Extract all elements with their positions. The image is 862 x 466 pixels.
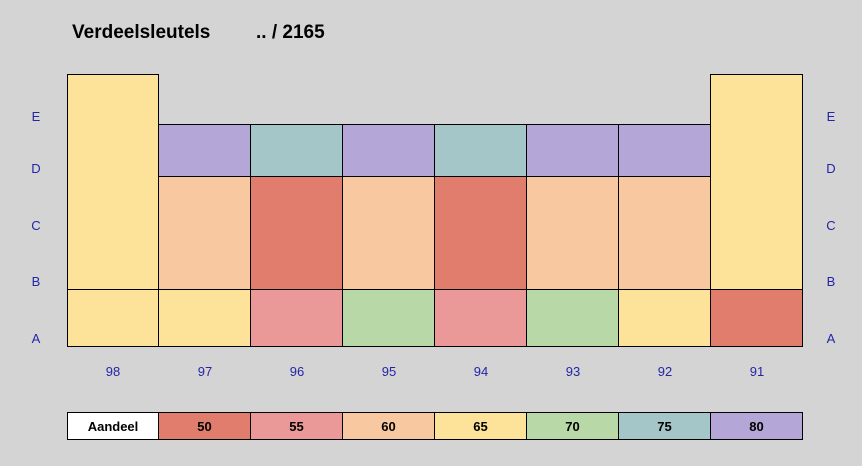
unit-96-bc (250, 176, 343, 290)
legend-swatch-55: 55 (250, 412, 343, 440)
unit-97-a (158, 289, 251, 347)
row-label-right: D (826, 161, 836, 176)
grid-hline (0, 74, 862, 75)
unit-98-a (67, 289, 159, 347)
unit-92-d (618, 124, 711, 177)
legend-swatch-70: 70 (526, 412, 619, 440)
column-label: 91 (749, 364, 765, 379)
grid-hline (0, 380, 862, 381)
page-title: Verdeelsleutels (72, 22, 211, 43)
unit-96-a (250, 289, 343, 347)
row-label-left: B (31, 274, 41, 289)
grid-hline (0, 50, 862, 51)
legend-swatch-80: 80 (710, 412, 803, 440)
grid-vline (66, 0, 67, 466)
row-label-right: A (826, 331, 836, 346)
row-label-left: A (31, 331, 41, 346)
row-label-right: E (826, 109, 836, 124)
unit-97-d (158, 124, 251, 177)
unit-93-d (526, 124, 619, 177)
unit-96-d (250, 124, 343, 177)
unit-94-bc (434, 176, 527, 290)
row-label-left: D (31, 161, 41, 176)
legend-swatch-75: 75 (618, 412, 711, 440)
unit-93-a (526, 289, 619, 347)
column-label: 95 (381, 364, 397, 379)
legend-swatch-50: 50 (158, 412, 251, 440)
unit-91-a (710, 289, 803, 347)
unit-92-a (618, 289, 711, 347)
column-label: 94 (473, 364, 489, 379)
unit-97-bc (158, 176, 251, 290)
row-label-left: C (31, 218, 41, 233)
column-label: 97 (197, 364, 213, 379)
unit-94-d (434, 124, 527, 177)
unit-98-upper (67, 74, 159, 290)
row-label-right: B (826, 274, 836, 289)
page-reference: .. / 2165 (256, 22, 325, 43)
legend-swatch-60: 60 (342, 412, 435, 440)
legend-swatch-65: 65 (434, 412, 527, 440)
column-label: 93 (565, 364, 581, 379)
row-label-left: E (31, 109, 41, 124)
legend-label: Aandeel (67, 412, 159, 440)
grid-hline (0, 440, 862, 441)
unit-93-bc (526, 176, 619, 290)
unit-94-a (434, 289, 527, 347)
unit-91-upper (710, 74, 803, 290)
grid-hline (0, 18, 862, 19)
unit-95-bc (342, 176, 435, 290)
column-label: 98 (105, 364, 121, 379)
column-label: 92 (657, 364, 673, 379)
unit-92-bc (618, 176, 711, 290)
row-label-right: C (826, 218, 836, 233)
unit-95-a (342, 289, 435, 347)
unit-95-d (342, 124, 435, 177)
column-label: 96 (289, 364, 305, 379)
